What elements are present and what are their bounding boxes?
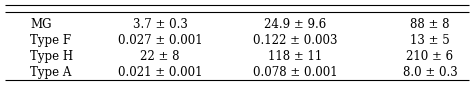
Text: MG: MG [30,18,52,31]
Text: 118 ± 11: 118 ± 11 [268,50,322,63]
Text: 13 ± 5: 13 ± 5 [410,34,450,47]
Text: 88 ± 8: 88 ± 8 [410,18,450,31]
Text: 3.7 ± 0.3: 3.7 ± 0.3 [133,18,187,31]
Text: 22 ± 8: 22 ± 8 [140,50,180,63]
Text: 0.078 ± 0.001: 0.078 ± 0.001 [253,66,337,79]
Text: 210 ± 6: 210 ± 6 [406,50,454,63]
Text: 24.9 ± 9.6: 24.9 ± 9.6 [264,18,326,31]
Text: Type A: Type A [30,66,72,79]
Text: 0.021 ± 0.001: 0.021 ± 0.001 [118,66,202,79]
Text: 0.027 ± 0.001: 0.027 ± 0.001 [118,34,202,47]
Text: Type H: Type H [30,50,73,63]
Text: 0.122 ± 0.003: 0.122 ± 0.003 [253,34,337,47]
Text: 8.0 ± 0.3: 8.0 ± 0.3 [402,66,457,79]
Text: Type F: Type F [30,34,71,47]
